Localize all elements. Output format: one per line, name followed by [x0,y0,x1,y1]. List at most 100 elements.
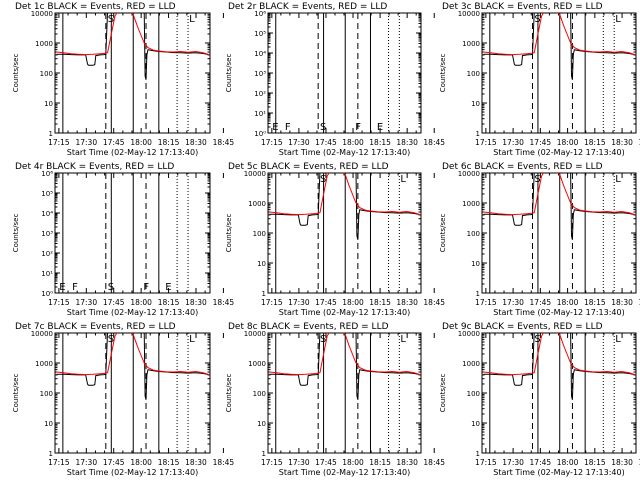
y-tick-label: 10⁴ [41,210,53,218]
y-tick-label: 10 [44,100,53,108]
x-tick-label: 18:45 [423,298,445,307]
y-tick-label: 10⁰ [254,130,266,138]
panel-title: Det 8c BLACK = Events, RED = LLD [228,322,389,332]
x-tick-label: 18:30 [185,458,207,467]
x-tick-label: 18:15 [584,298,606,307]
y-tick-label: 10⁰ [41,290,53,298]
x-tick-label: 18:30 [611,138,633,147]
x-tick-label: 17:15 [475,138,497,147]
plot-frame [481,332,637,454]
x-tick-label: 17:45 [103,298,125,307]
marker-label: E [377,122,383,133]
marker-label: S [534,14,540,25]
x-tick-label: 17:15 [48,458,70,467]
y-tick-label: 10⁵ [41,190,53,198]
x-tick-label: 18:30 [185,298,207,307]
panel-7: Det 7c BLACK = Events, RED = LLD 1 10 100 10… [12,322,234,477]
x-tick-label: 17:15 [48,138,70,147]
y-axis-label: Counts/sec [12,214,20,253]
x-axis-label: Start Time (02-May-12 17:13:40) [493,148,624,157]
marker-label: L [400,334,406,345]
y-tick-label: 1 [49,450,53,458]
y-tick-label: 10¹ [254,110,266,118]
x-tick-label: 18:15 [158,138,180,147]
x-tick-label: 18:45 [213,138,235,147]
x-tick-label: 17:45 [315,298,337,307]
y-axis-label: Counts/sec [225,214,233,253]
y-tick-label: 10 [257,260,266,268]
plot-frame [481,12,637,134]
y-tick-label: 10⁴ [254,50,266,58]
x-tick-label: 18:00 [342,138,364,147]
x-tick-label: 18:00 [557,458,579,467]
x-tick-label: 17:15 [475,458,497,467]
marker-label: S [320,122,326,133]
y-tick-label: 10³ [41,230,53,238]
x-axis-label: Start Time (02-May-12 17:13:40) [67,148,198,157]
panel-4: Det 4r BLACK = Events, RED = LLD 10⁰ 10¹ 10… [12,162,234,317]
panel-title: Det 5c BLACK = Events, RED = LLD [228,162,389,172]
y-tick-label: 100 [40,390,53,398]
series-line-lld [483,333,636,376]
marker-label: S [534,174,540,185]
x-tick-label: 17:45 [315,138,337,147]
x-tick-label: 17:30 [502,458,524,467]
series-line-lld [269,333,421,376]
x-tick-label: 18:30 [396,298,418,307]
y-tick-label: 10² [254,90,266,98]
x-tick-label: 17:30 [75,138,97,147]
x-tick-label: 17:45 [530,298,552,307]
x-tick-label: 18:45 [423,138,445,147]
x-tick-label: 18:45 [638,298,640,307]
x-tick-label: 18:00 [342,458,364,467]
x-tick-label: 17:15 [261,458,283,467]
x-tick-label: 18:15 [158,298,180,307]
x-tick-label: 18:00 [557,298,579,307]
marker-label: F [143,282,149,293]
x-tick-label: 18:15 [369,298,391,307]
x-tick-label: 18:30 [396,138,418,147]
y-tick-label: 100 [467,390,480,398]
y-tick-label: 10000 [458,10,480,18]
series-line-lld [483,173,636,216]
plot-frame [267,332,422,454]
x-tick-label: 17:30 [288,298,310,307]
marker-label: L [615,334,621,345]
x-tick-label: 18:15 [158,458,180,467]
y-tick-label: 1 [476,130,480,138]
x-axis-label: Start Time (02-May-12 17:13:40) [279,468,410,477]
y-tick-label: 10 [471,260,480,268]
y-tick-label: 100 [253,230,266,238]
panel-9: Det 9c BLACK = Events, RED = LLD 1 10 100 10… [439,322,640,477]
y-axis-label: Counts/sec [225,54,233,93]
marker-label: E [165,282,171,293]
y-tick-label: 1 [49,130,53,138]
marker-label: S [320,334,326,345]
x-tick-label: 18:00 [130,298,152,307]
marker-label: E [272,122,278,133]
x-tick-label: 17:30 [502,298,524,307]
x-tick-label: 18:45 [638,458,640,467]
x-tick-label: 18:45 [638,138,640,147]
plot-frame [54,172,211,294]
y-tick-label: 1000 [248,200,266,208]
panel-title: Det 9c BLACK = Events, RED = LLD [442,322,603,332]
panel-6: Det 6c BLACK = Events, RED = LLD 1 10 100 10… [439,162,640,317]
y-tick-label: 10000 [31,330,53,338]
marker-label: F [285,122,291,133]
x-axis-label: Start Time (02-May-12 17:13:40) [67,308,198,317]
y-tick-label: 10 [471,100,480,108]
y-tick-label: 10000 [244,170,266,178]
series-line-lld [56,13,210,56]
y-axis-label: Counts/sec [439,54,447,93]
plot-frame [481,172,637,294]
plot-frame [54,12,211,134]
marker-label: S [534,334,540,345]
x-tick-label: 17:30 [288,458,310,467]
panel-2: Det 2r BLACK = Events, RED = LLD 10⁰ 10¹ 10… [225,2,445,157]
x-tick-label: 17:45 [315,458,337,467]
y-tick-label: 10³ [254,70,266,78]
x-tick-label: 17:45 [103,138,125,147]
y-tick-label: 100 [467,70,480,78]
y-tick-label: 100 [253,390,266,398]
